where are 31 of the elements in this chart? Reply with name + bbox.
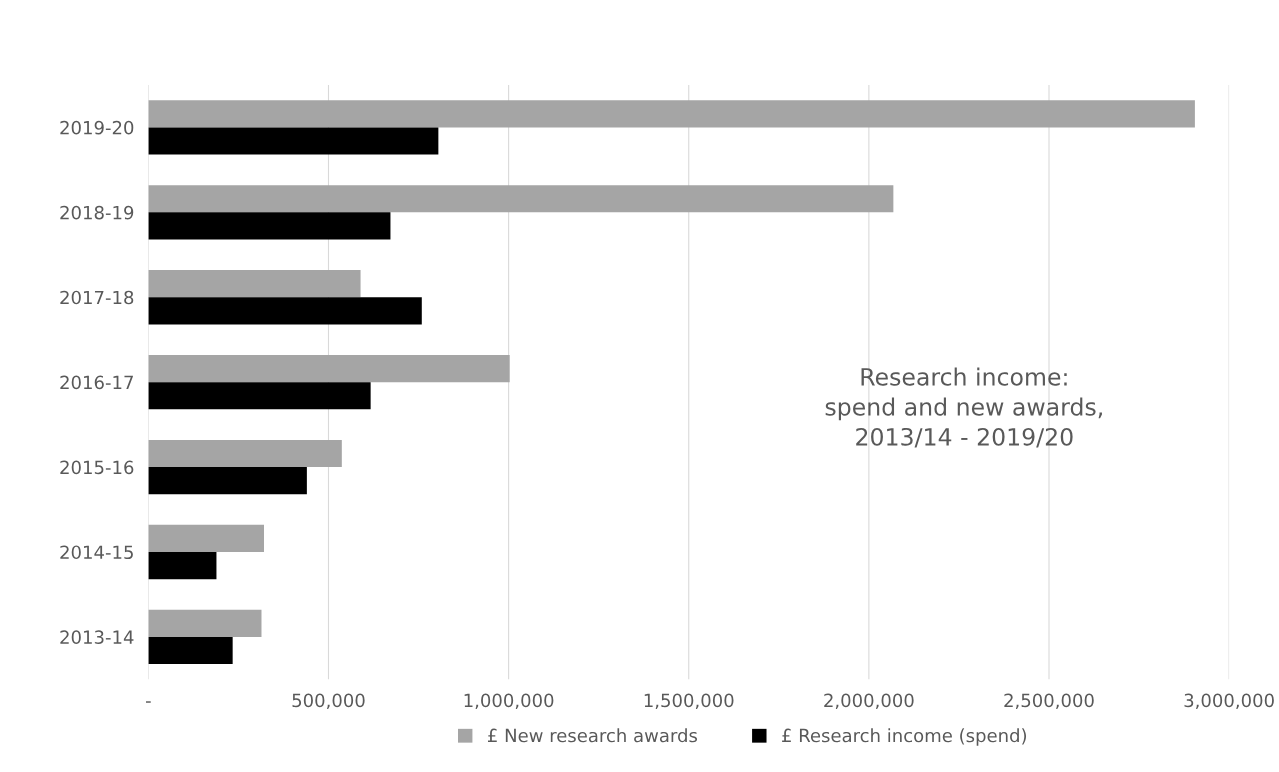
- bar: [148, 127, 439, 155]
- x-tick-label: 2,000,000: [824, 693, 914, 710]
- x-tick-label: 3,000,000: [1184, 693, 1274, 710]
- bar: [148, 467, 307, 495]
- y-tick-label: 2016-17: [60, 375, 133, 390]
- bar: [148, 551, 217, 580]
- bar: [148, 636, 233, 665]
- x-tick-label: 2,500,000: [1004, 693, 1094, 710]
- legend-label: £ New research awards: [488, 728, 698, 743]
- bar: [148, 382, 371, 410]
- x-tick-label: -: [145, 701, 151, 703]
- bar: [148, 609, 262, 637]
- bar: [148, 354, 510, 383]
- y-tick-label: 2015-16: [60, 460, 134, 475]
- y-tick-label: 2019-20: [60, 120, 134, 135]
- x-tick-label: 1,000,000: [464, 693, 554, 710]
- x-tick-label: 500,000: [292, 693, 365, 710]
- bar: [148, 185, 894, 213]
- bar: [148, 439, 342, 468]
- bar: [148, 212, 391, 240]
- bar: [148, 524, 264, 552]
- text: Research income: spend and new awards, 2013/14 - 2019/20: [825, 367, 1102, 448]
- y-tick-label: 2017-18: [60, 290, 134, 305]
- y-tick-label: 2018-19: [60, 205, 134, 220]
- bar: [148, 270, 361, 298]
- x-tick-label: 1,500,000: [644, 693, 734, 710]
- legend-label: £ Research income (spend): [782, 728, 1027, 746]
- bar: [148, 297, 422, 325]
- bar: [148, 100, 1195, 128]
- y-tick-label: 2013-14: [60, 630, 134, 645]
- y-tick-label: 2014-15: [60, 545, 133, 560]
